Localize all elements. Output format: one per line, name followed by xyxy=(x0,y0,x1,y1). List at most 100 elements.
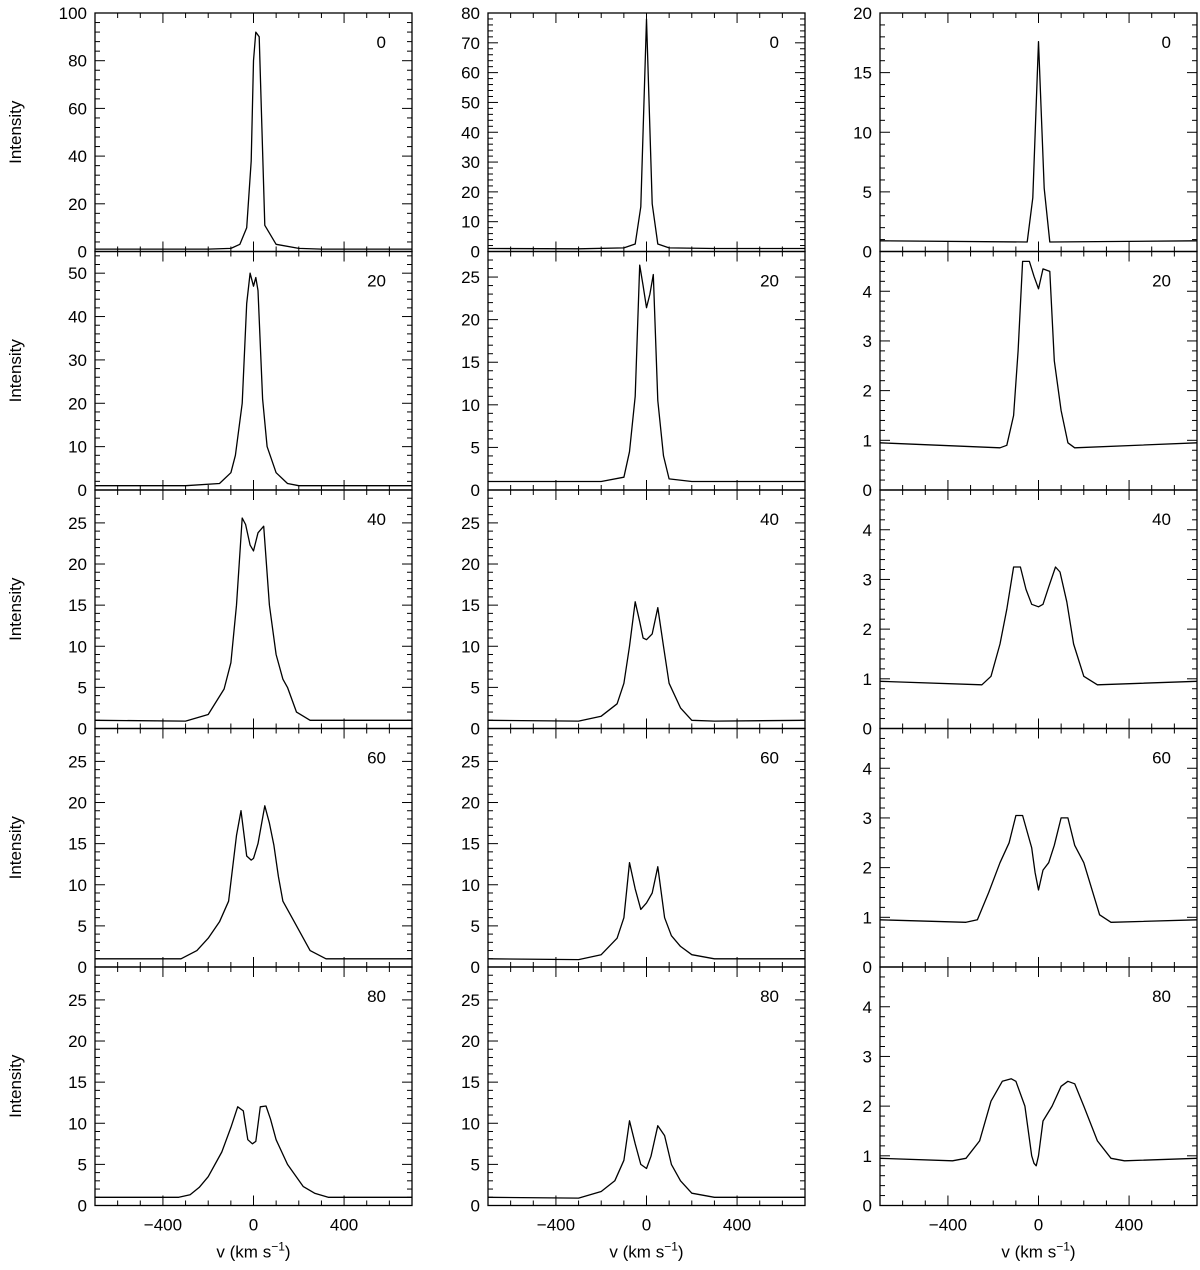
y-tick-label: 5 xyxy=(863,183,872,202)
x-tick-label: 400 xyxy=(1115,1216,1143,1235)
y-tick-label: 20 xyxy=(461,183,480,202)
panel-c2-r2: 0 5 10 15 20 25 20 xyxy=(461,250,806,500)
y-tick-label: 10 xyxy=(68,637,87,656)
panel-c3-r2: 0 1 2 3 4 20 xyxy=(863,250,1198,500)
profile-line xyxy=(879,1078,1198,1167)
y-tick-label: 80 xyxy=(461,4,480,23)
y-tick-label: 30 xyxy=(68,351,87,370)
y-tick-label: 4 xyxy=(863,759,872,778)
panel-label: 80 xyxy=(760,987,779,1006)
y-tick-label: 25 xyxy=(461,991,480,1010)
x-axis-title-close: ) xyxy=(678,1243,684,1262)
panel-c1-r1: 0 20 40 60 80 100 0 Intensity xyxy=(6,4,413,262)
y-tick-label: 50 xyxy=(461,93,480,112)
y-tick-label: 1 xyxy=(863,1147,872,1166)
panel-label: 0 xyxy=(1162,33,1171,52)
y-tick-label: 4 xyxy=(863,521,872,540)
panel-frame xyxy=(487,250,806,491)
panel-label: 60 xyxy=(1152,749,1171,768)
y-tick-label: 0 xyxy=(78,481,87,500)
profile-line xyxy=(94,517,412,722)
panel-c3-r5: 0 1 2 3 4 80 xyxy=(863,966,1198,1216)
y-tick-label: 10 xyxy=(68,438,87,457)
panel-c3-r1: 0 5 10 15 20 0 xyxy=(853,4,1198,262)
panel-c1-r2: 0 10 20 30 40 50 20 Intensity xyxy=(6,250,413,500)
x-tick-label: 400 xyxy=(723,1216,751,1235)
x-axis-title-close: ) xyxy=(1070,1243,1076,1262)
y-tick-label: 25 xyxy=(461,514,480,533)
panel-frame xyxy=(94,489,413,730)
panel-frame xyxy=(94,250,413,491)
y-tick-label: 15 xyxy=(68,596,87,615)
panel-label: 80 xyxy=(367,987,386,1006)
panel-frame xyxy=(487,727,806,968)
y-tick-label: 0 xyxy=(471,720,480,739)
y-tick-label: 5 xyxy=(471,438,480,457)
y-tick-label: 10 xyxy=(461,1114,480,1133)
y-tick-label: 50 xyxy=(68,264,87,283)
y-tick-label: 3 xyxy=(863,332,872,351)
panel-c2-r3: 0 5 10 15 20 25 40 xyxy=(461,489,806,739)
y-tick-label: 20 xyxy=(68,1032,87,1051)
profile-line xyxy=(95,805,412,960)
y-tick-label: 20 xyxy=(461,794,480,813)
x-tick-label: −400 xyxy=(929,1216,967,1235)
y-tick-label: 1 xyxy=(863,431,872,450)
panel-c1-r5: 0 5 10 15 20 25 80 Intensity xyxy=(6,966,413,1216)
x-axis-title-main: v (km s xyxy=(609,1243,664,1262)
panel-label: 40 xyxy=(367,510,386,529)
y-tick-label: 20 xyxy=(461,311,480,330)
panel-label: 40 xyxy=(1152,510,1171,529)
y-tick-label: 25 xyxy=(461,268,480,287)
x-axis-title: v (km s−1) xyxy=(609,1240,683,1262)
y-tick-label: 1 xyxy=(863,670,872,689)
y-tick-label: 20 xyxy=(853,4,872,23)
profile-line xyxy=(879,40,1198,243)
panel-label: 40 xyxy=(760,510,779,529)
y-tick-label: 25 xyxy=(68,752,87,771)
y-tick-label: 2 xyxy=(863,1097,872,1116)
y-tick-label: 60 xyxy=(68,99,87,118)
y-tick-label: 10 xyxy=(68,876,87,895)
y-tick-label: 0 xyxy=(863,720,872,739)
y-tick-label: 20 xyxy=(68,195,87,214)
profile-line xyxy=(488,264,805,483)
y-tick-label: 3 xyxy=(863,570,872,589)
panel-frame xyxy=(487,12,806,253)
y-axis-title: Intensity xyxy=(6,816,25,880)
y-tick-label: 25 xyxy=(68,514,87,533)
panel-c2-r4: 0 5 10 15 20 25 60 xyxy=(461,727,806,977)
profile-line xyxy=(879,260,1198,449)
profile-line xyxy=(95,1105,412,1198)
y-tick-label: 0 xyxy=(78,243,87,262)
panel-frame xyxy=(487,966,806,1207)
y-tick-label: 10 xyxy=(461,876,480,895)
y-tick-label: 10 xyxy=(853,123,872,142)
y-tick-label: 20 xyxy=(68,394,87,413)
panel-label: 0 xyxy=(770,33,779,52)
panel-frame xyxy=(879,489,1198,730)
panel-c1-r4: 0 5 10 15 20 25 60 Intensity xyxy=(6,727,413,977)
y-tick-label: 10 xyxy=(68,1114,87,1133)
y-tick-label: 2 xyxy=(863,859,872,878)
x-axis-title-sup: −1 xyxy=(664,1240,678,1254)
panel-frame xyxy=(94,966,413,1207)
profile-line xyxy=(487,861,805,961)
x-axis-title-sup: −1 xyxy=(271,1240,285,1254)
x-tick-label: 0 xyxy=(1034,1216,1043,1235)
y-tick-label: 0 xyxy=(863,243,872,262)
panel-frame xyxy=(879,727,1198,968)
y-tick-label: 0 xyxy=(471,243,480,262)
x-tick-label: −400 xyxy=(144,1216,182,1235)
y-tick-label: 0 xyxy=(78,1197,87,1216)
y-tick-label: 0 xyxy=(471,481,480,500)
x-axis-title: v (km s−1) xyxy=(216,1240,290,1262)
x-tick-label: −400 xyxy=(537,1216,575,1235)
panel-frame xyxy=(94,12,413,253)
x-axis-title-close: ) xyxy=(285,1243,291,1262)
y-tick-label: 0 xyxy=(863,958,872,977)
y-tick-label: 4 xyxy=(863,998,872,1017)
panel-frame xyxy=(487,489,806,730)
y-tick-label: 5 xyxy=(78,678,87,697)
y-tick-label: 60 xyxy=(461,64,480,83)
